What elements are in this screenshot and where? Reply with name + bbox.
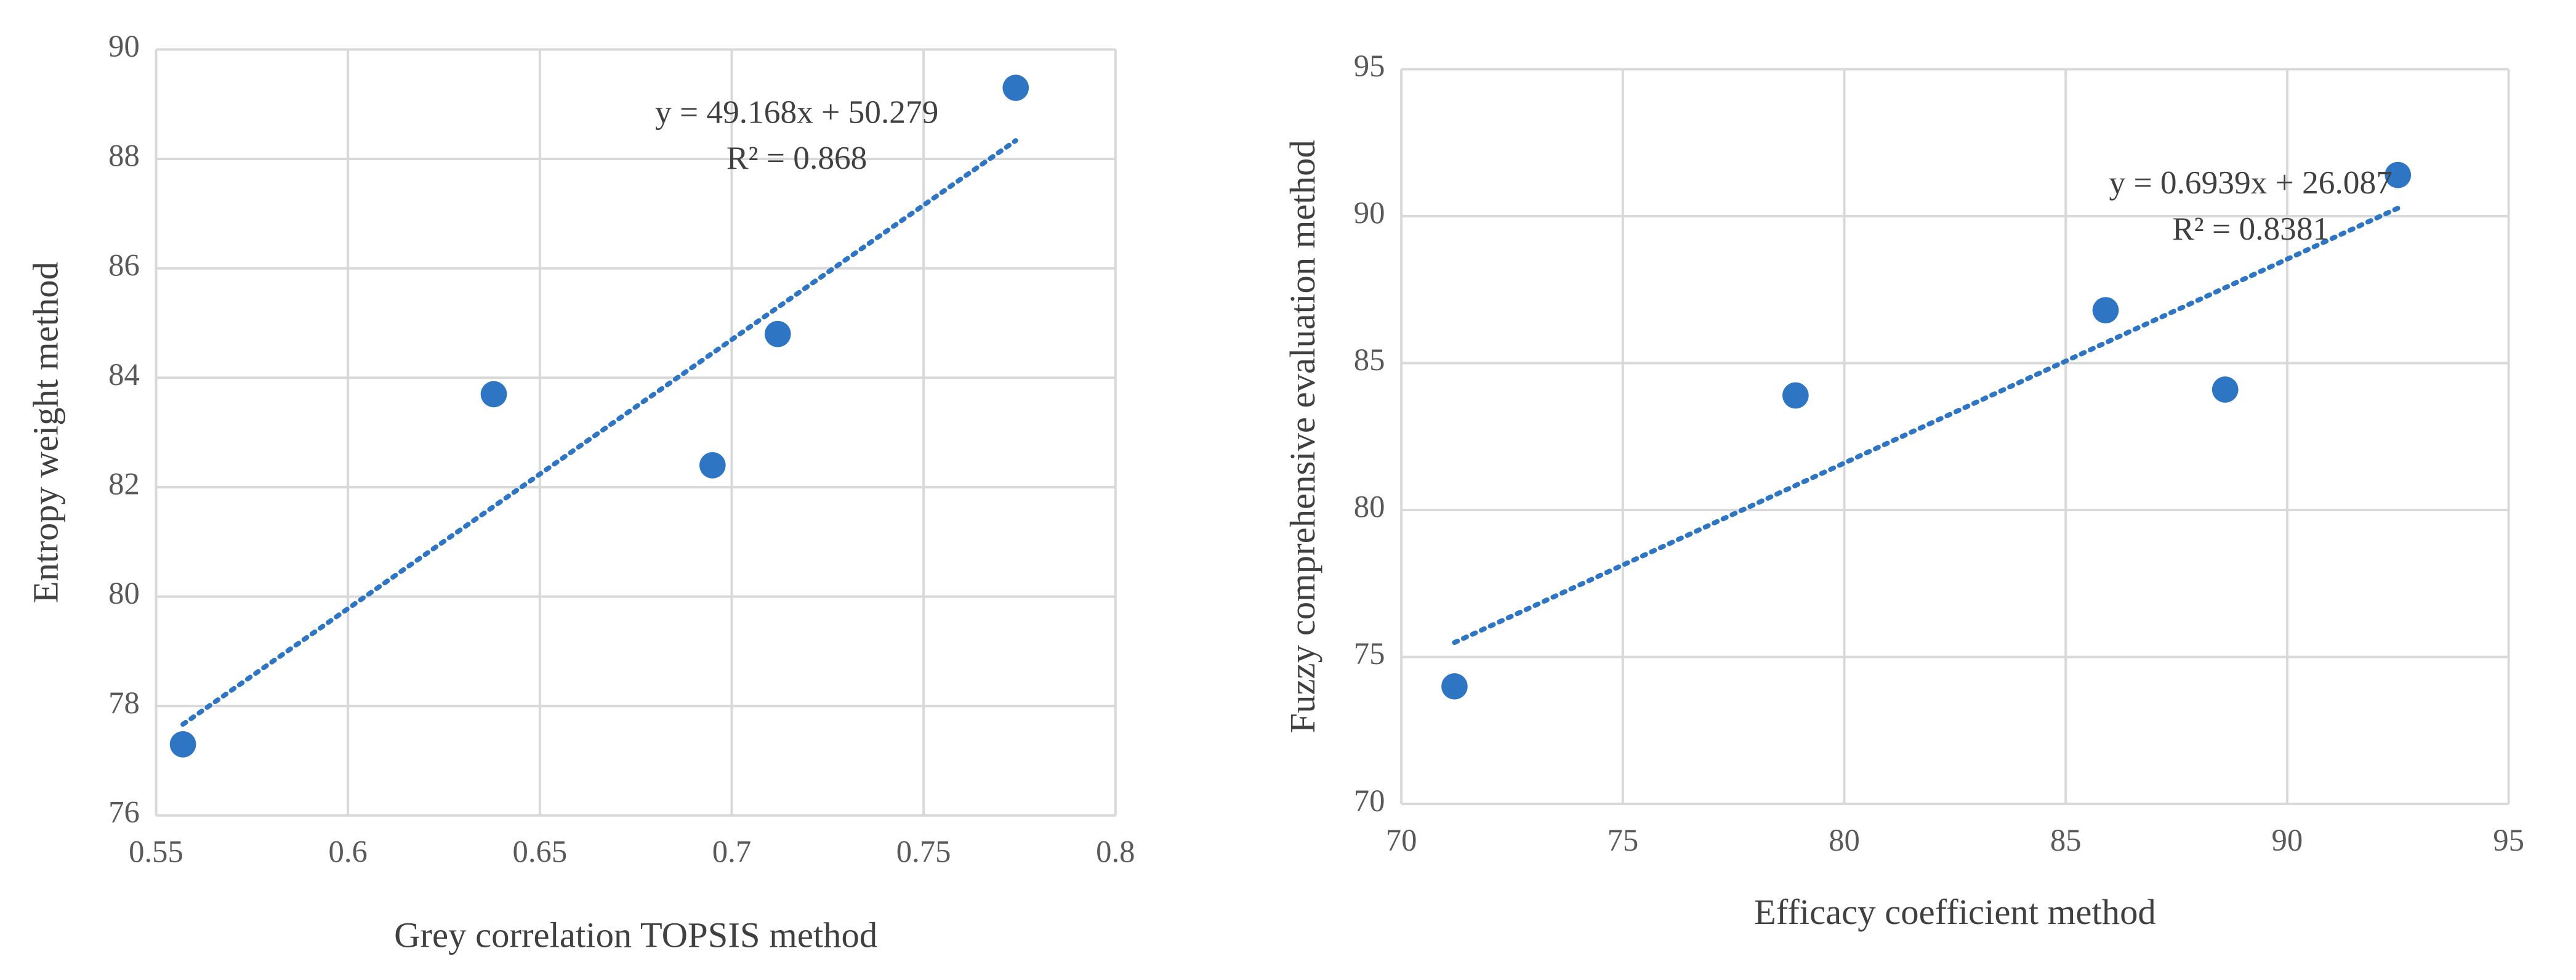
x-tick-label: 75	[1607, 823, 1638, 857]
x-tick-label: 0.7	[712, 835, 751, 869]
point	[1002, 75, 1029, 101]
y-tick-label: 70	[1354, 784, 1385, 818]
y-tick-label: 78	[108, 686, 140, 720]
point	[764, 320, 791, 347]
y-tick-label: 86	[108, 248, 140, 282]
y-tick-label: 85	[1354, 342, 1385, 377]
y-tick-label: 90	[1354, 196, 1385, 230]
x-tick-label: 0.65	[512, 835, 567, 869]
x-tick-label: 90	[2272, 823, 2303, 857]
y-tick-label: 80	[1354, 490, 1385, 524]
point	[480, 381, 507, 408]
point	[699, 452, 726, 479]
y-tick-label: 95	[1354, 49, 1385, 83]
point	[2092, 297, 2119, 323]
x-tick-label: 70	[1386, 823, 1417, 857]
x-tick-label: 0.8	[1096, 835, 1135, 869]
point	[2212, 376, 2239, 403]
x-tick-label: 0.55	[129, 835, 183, 869]
y-tick-label: 90	[108, 29, 140, 63]
point	[1441, 673, 1468, 700]
x-axis-title: Efficacy coefficient method	[1754, 892, 2156, 932]
x-tick-label: 85	[2050, 823, 2082, 857]
trendline	[1452, 205, 2401, 646]
y-tick-label: 80	[108, 576, 140, 610]
point	[169, 731, 196, 758]
y-axis-title: Entropy weight method	[26, 262, 66, 603]
y-tick-label: 88	[108, 139, 140, 173]
x-tick-label: 95	[2493, 823, 2524, 857]
y-axis-title: Fuzzy comprehensive evaluation method	[1282, 140, 1322, 733]
trendline-equation: y = 0.6939x + 26.087	[2109, 164, 2392, 201]
x-tick-label: 0.6	[328, 835, 367, 869]
x-axis-title: Grey correlation TOPSIS method	[394, 915, 877, 955]
x-tick-label: 80	[1829, 823, 1860, 857]
point	[1782, 382, 1809, 409]
y-tick-label: 76	[108, 795, 140, 829]
x-tick-label: 0.75	[896, 835, 951, 869]
trendline-r2: R² = 0.868	[727, 139, 867, 176]
y-tick-label: 82	[108, 467, 140, 501]
trendline-equation: y = 49.168x + 50.279	[655, 93, 938, 130]
y-tick-label: 84	[108, 357, 140, 392]
trendline	[180, 138, 1018, 727]
trendline-r2: R² = 0.8381	[2172, 210, 2329, 247]
y-tick-label: 75	[1354, 636, 1385, 671]
point	[2385, 161, 2412, 188]
